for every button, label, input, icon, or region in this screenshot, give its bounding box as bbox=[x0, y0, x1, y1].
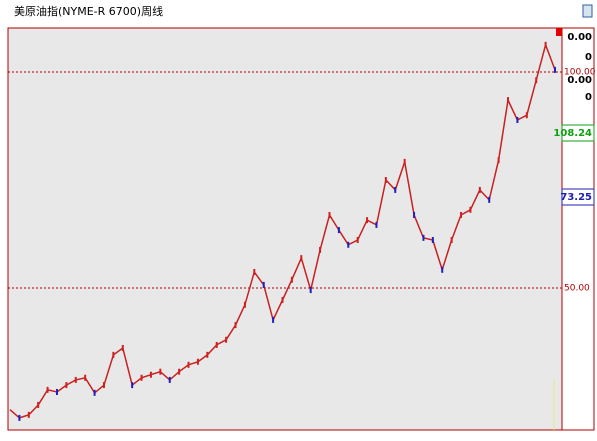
price-box bbox=[561, 188, 595, 206]
plot-area bbox=[7, 27, 563, 431]
side-label: 0.00 bbox=[567, 32, 592, 43]
side-label: 0 bbox=[585, 92, 592, 103]
y-tick-label: 100.00 bbox=[564, 68, 596, 78]
side-label: 0.00 bbox=[567, 75, 592, 86]
chart-title: 美原油指(NYME-R 6700)周线 bbox=[14, 4, 163, 18]
price-box bbox=[561, 124, 595, 142]
side-label: 108.24 bbox=[553, 128, 592, 139]
corner-marker bbox=[556, 28, 562, 36]
y-tick-label: 50.00 bbox=[564, 283, 590, 293]
window-icon[interactable] bbox=[582, 4, 593, 18]
price-axis bbox=[561, 27, 595, 431]
side-label: 73.25 bbox=[560, 192, 592, 203]
side-label: 0 bbox=[585, 52, 592, 63]
